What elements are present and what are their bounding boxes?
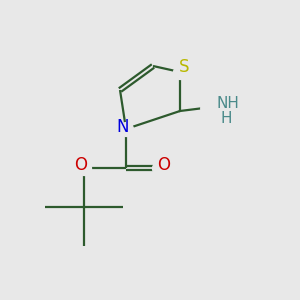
Text: S: S: [179, 58, 190, 76]
Text: O: O: [157, 156, 170, 174]
Text: N: N: [116, 118, 129, 136]
Text: NH: NH: [216, 96, 239, 111]
Text: O: O: [74, 156, 87, 174]
Text: H: H: [220, 111, 232, 126]
